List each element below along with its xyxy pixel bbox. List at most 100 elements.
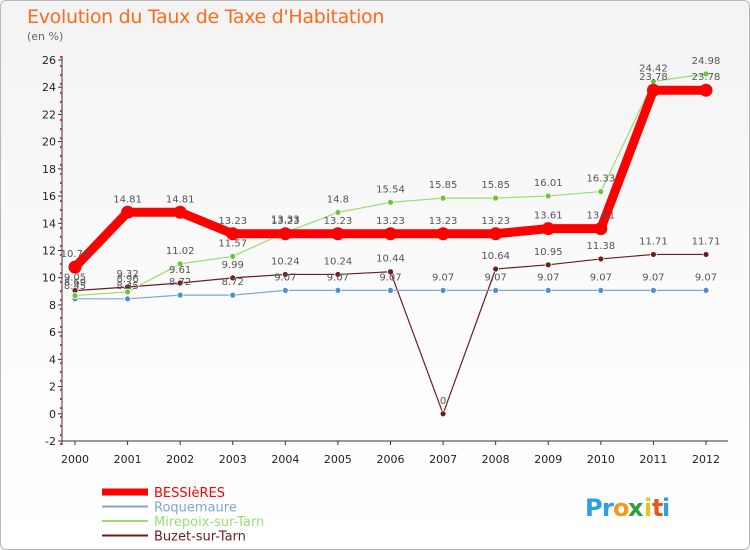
data-point — [176, 260, 184, 268]
data-point — [334, 208, 342, 216]
data-point — [544, 192, 552, 200]
legend-label: Mirepoix-sur-Tarn — [154, 515, 264, 530]
data-point — [278, 227, 292, 241]
x-tick-label: 2009 — [534, 453, 562, 466]
data-label: 10.64 — [481, 251, 510, 262]
data-label: 9.05 — [64, 273, 86, 284]
data-point — [702, 70, 710, 78]
y-tick-label: 6 — [49, 326, 56, 339]
data-point — [176, 291, 184, 299]
y-tick-label: 20 — [42, 136, 56, 149]
data-point — [229, 252, 237, 260]
data-point — [334, 271, 342, 278]
x-tick-label: 2008 — [482, 453, 510, 466]
y-tick-label: 12 — [42, 245, 56, 258]
series-layer — [68, 70, 713, 418]
data-label: 9.07 — [695, 272, 717, 283]
legend: BESSIèRESRoquemaureMirepoix-sur-TarnBuze… — [102, 486, 264, 545]
data-point — [544, 286, 552, 294]
x-tick-label: 2001 — [114, 453, 142, 466]
data-point — [387, 286, 394, 294]
data-label: 13.33 — [271, 214, 300, 225]
data-point — [281, 286, 289, 294]
data-label: 23.78 — [639, 72, 668, 83]
data-point — [176, 279, 184, 287]
data-label: 13.23 — [481, 216, 510, 227]
logo-letter: x — [628, 494, 644, 522]
y-tick-label: 2 — [49, 381, 56, 394]
data-label: 10.95 — [534, 247, 563, 258]
chart-subtitle: (en %) — [27, 30, 64, 43]
data-label: 15.85 — [481, 180, 510, 191]
data-point — [68, 260, 82, 274]
legend-label: Roquemaure — [154, 501, 237, 516]
data-label: 0 — [440, 396, 446, 407]
data-point — [334, 286, 342, 294]
data-label: 13.61 — [587, 211, 616, 222]
data-labels-layer: 9.05 9.32 9.61 9.99 10.24 10.24 10.44 0 10.64 10.… — [61, 56, 721, 407]
x-tick-label: 2003 — [219, 453, 247, 466]
data-point — [439, 286, 447, 294]
data-point — [650, 251, 657, 258]
y-tick-label: 26 — [42, 54, 56, 67]
data-label: 13.23 — [376, 216, 405, 227]
logo-letter: i — [662, 494, 670, 522]
data-label: 10.24 — [324, 256, 353, 267]
data-point — [650, 286, 657, 294]
y-tick-label: -2 — [45, 435, 56, 448]
series-bessi-res — [68, 83, 713, 274]
data-label: 10.24 — [271, 256, 300, 267]
data-label: 9.07 — [537, 272, 559, 283]
data-label: 8.69 — [64, 278, 86, 289]
y-tick-label: 4 — [49, 353, 56, 366]
data-label: 14.8 — [327, 194, 349, 205]
data-point — [492, 194, 500, 202]
data-point — [124, 288, 131, 296]
data-point — [387, 268, 394, 276]
x-tick-label: 2002 — [166, 453, 194, 466]
data-point — [281, 271, 289, 278]
logo-letter: r — [602, 494, 614, 522]
data-point — [331, 227, 345, 241]
logo-letter: o — [613, 494, 630, 522]
data-point — [594, 222, 608, 236]
data-point — [541, 222, 555, 236]
series-mirepoix-sur-tarn — [71, 70, 710, 299]
data-label: 11.38 — [587, 241, 616, 252]
data-point — [384, 227, 397, 241]
data-point — [226, 227, 240, 241]
legend-label: BESSIèRES — [154, 486, 225, 501]
data-label: 13.61 — [534, 211, 563, 222]
data-label: 8.72 — [169, 277, 191, 288]
data-point — [436, 227, 450, 241]
x-tick-label: 2011 — [639, 453, 667, 466]
data-label: 14.81 — [113, 194, 142, 205]
data-label: 9.07 — [432, 272, 454, 283]
data-label: 11.02 — [166, 246, 195, 257]
data-point — [492, 265, 500, 273]
data-point — [544, 261, 552, 269]
data-label: 8.45 — [64, 281, 86, 292]
data-point — [124, 295, 131, 303]
data-label: 9.07 — [590, 272, 612, 283]
y-tick-label: 0 — [49, 408, 56, 421]
data-point — [699, 83, 713, 97]
data-point — [173, 205, 187, 219]
data-point — [646, 83, 660, 97]
data-label: 13.23 — [429, 216, 458, 227]
x-tick-label: 2004 — [271, 453, 299, 466]
data-label: 15.85 — [429, 180, 458, 191]
x-tick-label: 2000 — [61, 453, 89, 466]
x-tick-label: 2010 — [587, 453, 615, 466]
data-point — [439, 410, 447, 418]
x-tick-label: 2005 — [324, 453, 352, 466]
data-label: 8.96 — [116, 274, 138, 285]
data-point — [597, 188, 605, 195]
data-point — [702, 251, 710, 258]
data-label: 16.01 — [534, 178, 563, 189]
data-label: 9.07 — [327, 272, 349, 283]
series-roquemaure — [71, 286, 710, 303]
